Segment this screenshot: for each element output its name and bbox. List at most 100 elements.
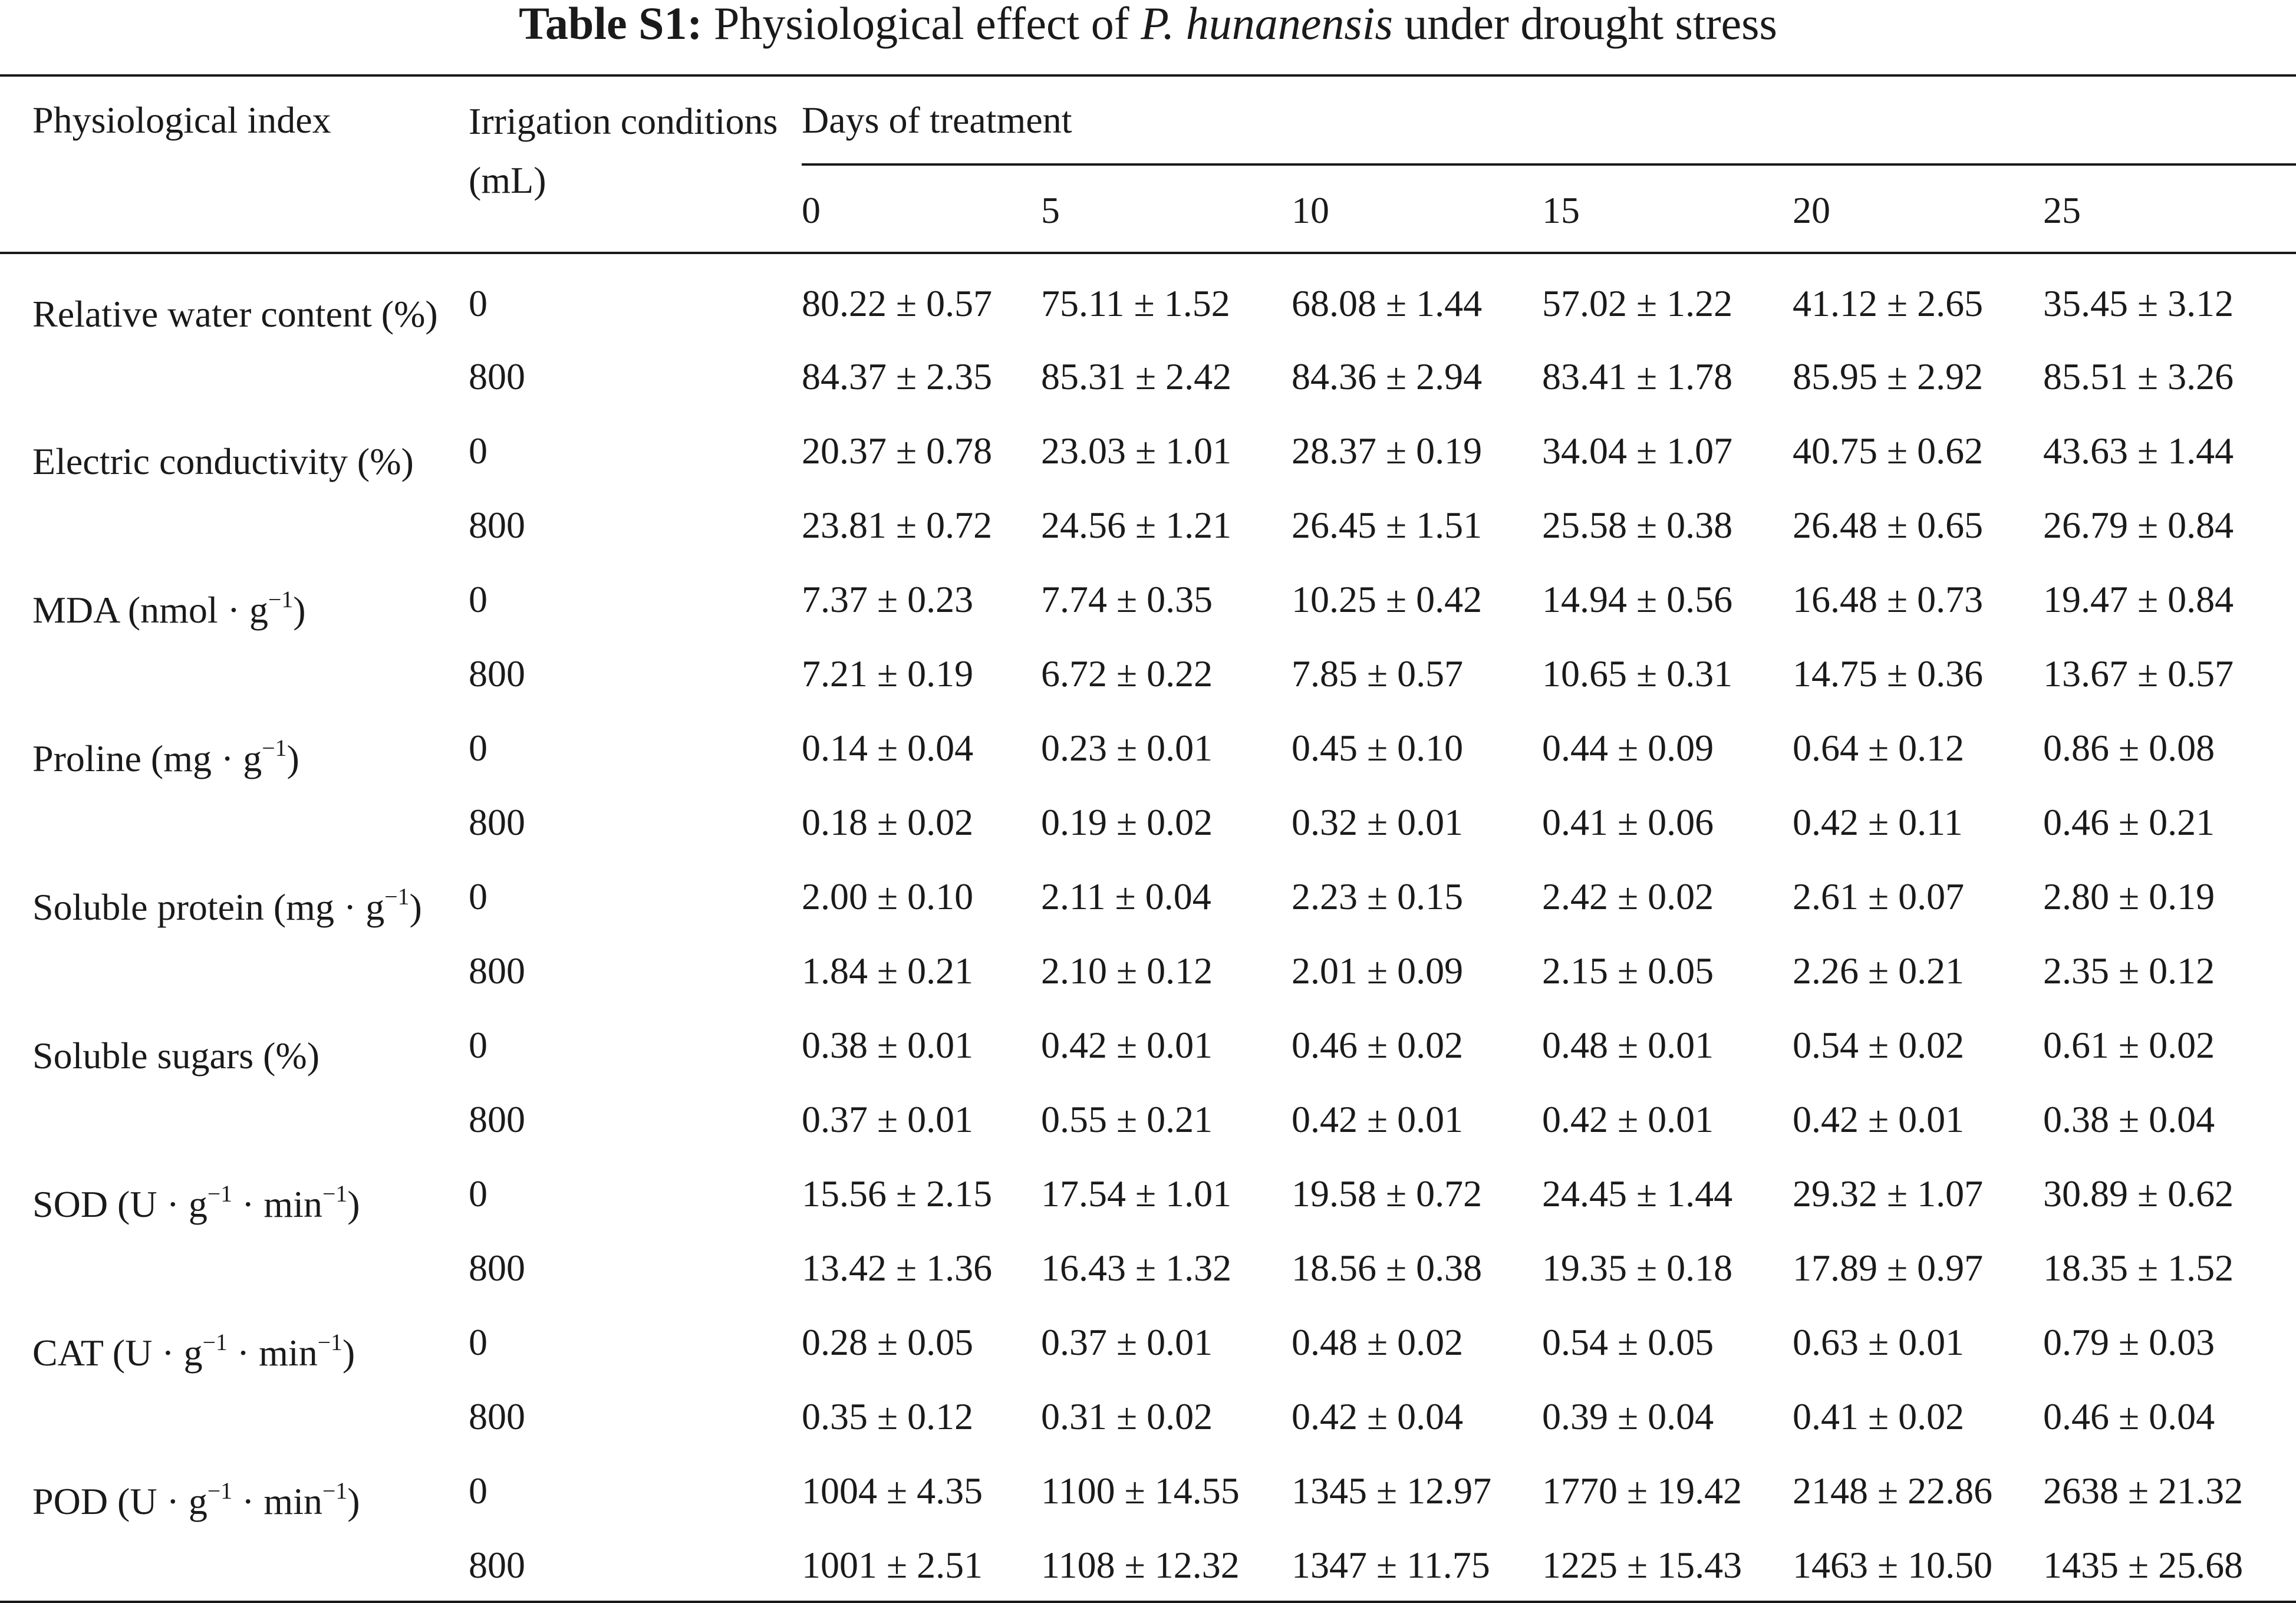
irrigation-cell: 0 (469, 727, 487, 769)
value-cell: 26.79 ± 0.84 (2043, 504, 2234, 546)
value-cell: 0.38 ± 0.01 (802, 1024, 974, 1066)
irrigation-cell: 0 (469, 1321, 487, 1363)
value-cell: 1108 ± 12.32 (1041, 1544, 1240, 1586)
index-name-superscript: −1 (322, 1477, 348, 1504)
value-cell: 2148 ± 22.86 (1793, 1470, 1993, 1512)
physiological-index-cell: Proline (mg · g−1) (0, 710, 469, 859)
table-row: Soluble sugars (%) 0 0.38 ± 0.01 0.42 ± 0.0… (0, 1008, 2296, 1082)
table-row: 800 7.21 ± 0.19 6.72 ± 0.22 7.85 ± 0.57 10.6… (0, 636, 2296, 710)
header-physiological-index: Physiological index (32, 99, 331, 141)
index-name-superscript: −1 (384, 883, 410, 910)
irrigation-cell: 0 (469, 875, 487, 917)
table-body: Relative water content (%) 0 80.22 ± 0.57 7… (0, 253, 2296, 1602)
value-cell: 0.45 ± 0.10 (1292, 727, 1464, 769)
physiological-index-cell: POD (U · g−1 · min−1) (0, 1453, 469, 1602)
caption-label: Table S1: (519, 0, 703, 49)
value-cell: 0.37 ± 0.01 (802, 1098, 974, 1140)
value-cell: 83.41 ± 1.78 (1542, 356, 1733, 397)
value-cell: 0.41 ± 0.06 (1542, 801, 1714, 843)
index-name-superscript: −1 (207, 1477, 233, 1504)
value-cell: 10.65 ± 0.31 (1542, 653, 1733, 694)
value-cell: 2.35 ± 0.12 (2043, 950, 2215, 992)
value-cell: 0.19 ± 0.02 (1041, 801, 1213, 843)
header-days-row: 0 5 10 15 20 25 (0, 164, 2296, 253)
table-row: 800 1.84 ± 0.21 2.10 ± 0.12 2.01 ± 0.09 2.15… (0, 933, 2296, 1008)
index-name-text: · min (232, 1480, 322, 1522)
value-cell: 13.42 ± 1.36 (802, 1247, 993, 1289)
index-name-text: Proline (mg · g (32, 738, 262, 779)
value-cell: 0.55 ± 0.21 (1041, 1098, 1213, 1140)
value-cell: 0.42 ± 0.01 (1041, 1024, 1213, 1066)
value-cell: 0.42 ± 0.01 (1542, 1098, 1714, 1140)
index-name-text: ) (286, 738, 299, 779)
value-cell: 1770 ± 19.42 (1542, 1470, 1742, 1512)
table-row: Electric conductivity (%) 0 20.37 ± 0.78 23… (0, 413, 2296, 488)
irrigation-cell: 800 (469, 653, 525, 694)
value-cell: 7.74 ± 0.35 (1041, 578, 1213, 620)
value-cell: 13.67 ± 0.57 (2043, 653, 2234, 694)
value-cell: 85.51 ± 3.26 (2043, 356, 2234, 397)
value-cell: 68.08 ± 1.44 (1292, 282, 1483, 324)
value-cell: 28.37 ± 0.19 (1292, 430, 1483, 472)
value-cell: 17.54 ± 1.01 (1041, 1173, 1232, 1214)
value-cell: 84.37 ± 2.35 (802, 356, 993, 397)
table-row: Proline (mg · g−1) 0 0.14 ± 0.04 0.23 ± 0.0… (0, 710, 2296, 785)
value-cell: 80.22 ± 0.57 (802, 282, 993, 324)
value-cell: 0.54 ± 0.02 (1793, 1024, 1965, 1066)
index-name-superscript: −1 (207, 1180, 233, 1207)
value-cell: 1001 ± 2.51 (802, 1544, 983, 1586)
caption-suffix: under drought stress (1404, 0, 1777, 49)
value-cell: 10.25 ± 0.42 (1292, 578, 1483, 620)
table-row: SOD (U · g−1 · min−1) 0 15.56 ± 2.15 17.54 … (0, 1156, 2296, 1230)
physiological-index-cell: CAT (U · g−1 · min−1) (0, 1305, 469, 1453)
index-name-text: POD (U · g (32, 1480, 207, 1522)
value-cell: 6.72 ± 0.22 (1041, 653, 1213, 694)
value-cell: 29.32 ± 1.07 (1793, 1173, 1984, 1214)
value-cell: 14.75 ± 0.36 (1793, 653, 1984, 694)
value-cell: 23.81 ± 0.72 (802, 504, 993, 546)
value-cell: 25.58 ± 0.38 (1542, 504, 1733, 546)
index-name-text: MDA (nmol · g (32, 589, 268, 631)
value-cell: 0.23 ± 0.01 (1041, 727, 1213, 769)
value-cell: 0.18 ± 0.02 (802, 801, 974, 843)
value-cell: 2.23 ± 0.15 (1292, 875, 1464, 917)
value-cell: 0.42 ± 0.04 (1292, 1395, 1464, 1437)
index-name-text: ) (342, 1332, 355, 1374)
value-cell: 19.47 ± 0.84 (2043, 578, 2234, 620)
index-name-superscript: −1 (202, 1329, 228, 1355)
header-day: 25 (2043, 189, 2081, 231)
irrigation-cell: 0 (469, 1470, 487, 1512)
index-name-text: CAT (U · g (32, 1332, 203, 1374)
value-cell: 1225 ± 15.43 (1542, 1544, 1742, 1586)
value-cell: 40.75 ± 0.62 (1793, 430, 1984, 472)
value-cell: 1463 ± 10.50 (1793, 1544, 1993, 1586)
value-cell: 26.48 ± 0.65 (1793, 504, 1984, 546)
header-day: 20 (1793, 189, 1830, 231)
irrigation-cell: 0 (469, 430, 487, 472)
value-cell: 2.61 ± 0.07 (1793, 875, 1965, 917)
index-name-text: ) (293, 589, 306, 631)
table-row: 800 0.37 ± 0.01 0.55 ± 0.21 0.42 ± 0.01 0.42… (0, 1082, 2296, 1156)
header-day: 10 (1292, 189, 1329, 231)
index-name-text: SOD (U · g (32, 1183, 207, 1225)
value-cell: 20.37 ± 0.78 (802, 430, 993, 472)
physiological-index-cell: Relative water content (%) (0, 253, 469, 413)
value-cell: 57.02 ± 1.22 (1542, 282, 1733, 324)
value-cell: 1345 ± 12.97 (1292, 1470, 1492, 1512)
value-cell: 1004 ± 4.35 (802, 1470, 983, 1512)
value-cell: 2.80 ± 0.19 (2043, 875, 2215, 917)
value-cell: 7.85 ± 0.57 (1292, 653, 1464, 694)
physiological-index-cell: Soluble protein (mg · g−1) (0, 859, 469, 1008)
irrigation-cell: 800 (469, 356, 525, 397)
value-cell: 34.04 ± 1.07 (1542, 430, 1733, 472)
value-cell: 24.56 ± 1.21 (1041, 504, 1232, 546)
irrigation-cell: 0 (469, 282, 487, 324)
table-row: POD (U · g−1 · min−1) 0 1004 ± 4.35 1100 ± … (0, 1453, 2296, 1528)
value-cell: 2.10 ± 0.12 (1041, 950, 1213, 992)
value-cell: 15.56 ± 2.15 (802, 1173, 993, 1214)
index-name-text: · min (227, 1332, 318, 1374)
caption-prefix: Physiological effect of (714, 0, 1129, 49)
value-cell: 2.42 ± 0.02 (1542, 875, 1714, 917)
caption-species: P. hunanensis (1141, 0, 1393, 49)
physiology-table: Physiological index Irrigation condition… (0, 74, 2296, 1603)
